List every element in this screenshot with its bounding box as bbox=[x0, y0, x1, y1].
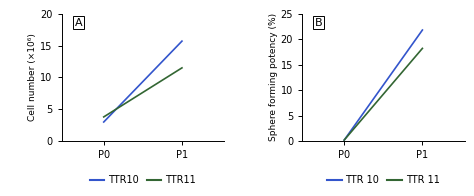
Text: B: B bbox=[315, 18, 323, 28]
Legend: TTR10, TTR11: TTR10, TTR11 bbox=[86, 172, 200, 189]
Y-axis label: Sphere forming potency (%): Sphere forming potency (%) bbox=[269, 13, 278, 142]
Legend: TTR 10, TTR 11: TTR 10, TTR 11 bbox=[323, 172, 443, 189]
Y-axis label: Cell number (×10⁶): Cell number (×10⁶) bbox=[28, 34, 37, 121]
Text: A: A bbox=[74, 18, 82, 28]
